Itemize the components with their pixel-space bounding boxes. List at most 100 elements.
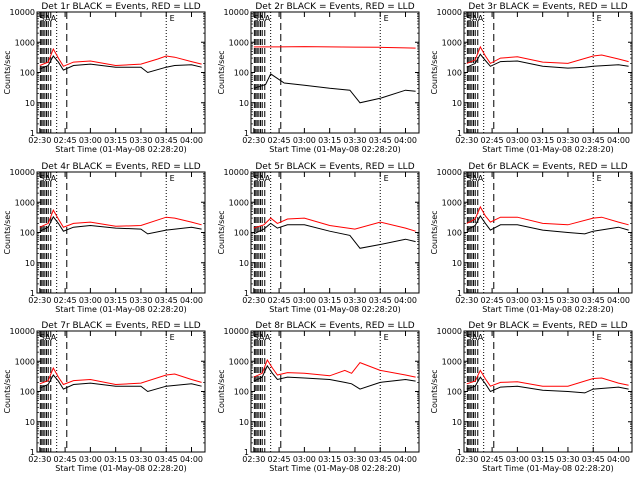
y-tick-label: 1 (244, 448, 249, 457)
chart-panel-2: Det 2r BLACK = Events, RED = LLD 1 10 100 10… (217, 2, 420, 154)
y-axis-label: Counts/sec (217, 50, 226, 94)
x-tick-label: 04:00 (180, 296, 203, 305)
saa-marker-label: SAA (254, 333, 271, 342)
x-tick-label: 03:00 (293, 455, 316, 464)
y-tick-label: 100 (20, 388, 35, 397)
plot-frame (250, 11, 420, 134)
y-tick-label: 1000 (442, 357, 462, 366)
x-tick-label: 02:30 (242, 136, 265, 145)
saa-marker-label: SAA (40, 14, 57, 23)
saa-marker-label: SAA (467, 333, 484, 342)
x-tick-label: 03:15 (531, 296, 554, 305)
y-tick-label: 1 (244, 289, 249, 298)
y-tick-label: 10000 (224, 168, 249, 177)
series-lld-line (39, 47, 202, 67)
x-tick-label: 03:30 (556, 136, 579, 145)
x-axis-label: Start Time (01-May-08 02:28:20) (482, 464, 613, 473)
x-tick-label: 03:00 (79, 296, 102, 305)
y-tick-label: 1 (30, 289, 35, 298)
x-tick-label: 04:00 (180, 455, 203, 464)
x-tick-label: 03:00 (506, 455, 529, 464)
series-events-line (466, 215, 629, 235)
eclipse-marker-label: E (597, 14, 602, 23)
y-tick-label: 100 (447, 69, 462, 78)
chart-panel-3: Det 3r BLACK = Events, RED = LLD 1 10 100 10… (430, 2, 633, 154)
y-tick-label: 1000 (229, 357, 249, 366)
x-axis-label: Start Time (01-May-08 02:28:20) (55, 145, 186, 154)
y-tick-label: 10 (25, 418, 35, 427)
y-tick-label: 10 (239, 418, 249, 427)
y-tick-label: 10 (452, 418, 462, 427)
x-tick-label: 03:00 (79, 136, 102, 145)
x-tick-label: 04:00 (180, 136, 203, 145)
x-axis-label: Start Time (01-May-08 02:28:20) (55, 305, 186, 314)
chart-panel-1: Det 1r BLACK = Events, RED = LLD 1 10 100 10… (3, 2, 206, 154)
x-tick-label: 03:15 (318, 296, 341, 305)
y-tick-label: 1 (457, 448, 462, 457)
chart-panel-4: Det 4r BLACK = Events, RED = LLD 1 10 100 10… (3, 162, 206, 314)
series-lld-line (466, 45, 629, 65)
x-tick-label: 03:00 (506, 296, 529, 305)
y-tick-label: 100 (447, 388, 462, 397)
y-tick-label: 100 (234, 388, 249, 397)
x-tick-label: 02:45 (268, 296, 291, 305)
x-tick-label: 04:00 (394, 136, 417, 145)
series-lld-line (466, 205, 629, 226)
chart-panel-8: Det 8r BLACK = Events, RED = LLD 1 10 100 10… (217, 321, 420, 473)
y-tick-label: 1000 (229, 198, 249, 207)
series-events-line (39, 55, 202, 74)
chart-title: Det 8r BLACK = Events, RED = LLD (255, 321, 414, 331)
x-axis-label: Start Time (01-May-08 02:28:20) (269, 464, 400, 473)
y-tick-label: 1000 (229, 38, 249, 47)
plot-frame (463, 11, 633, 134)
y-tick-label: 10 (452, 259, 462, 268)
x-tick-label: 02:45 (54, 455, 77, 464)
saa-marker-label: SAA (254, 174, 271, 183)
x-tick-label: 04:00 (394, 296, 417, 305)
x-tick-label: 02:45 (54, 296, 77, 305)
y-tick-label: 100 (20, 69, 35, 78)
x-tick-label: 03:45 (582, 136, 605, 145)
eclipse-marker-label: E (384, 333, 389, 342)
saa-marker-label: SAA (40, 333, 57, 342)
y-tick-label: 1 (30, 129, 35, 138)
y-tick-label: 100 (234, 229, 249, 238)
x-tick-label: 03:30 (343, 296, 366, 305)
x-tick-label: 02:30 (28, 136, 51, 145)
x-axis-label: Start Time (01-May-08 02:28:20) (269, 145, 400, 154)
series-lld-line (253, 358, 416, 378)
chart-panel-7: Det 7r BLACK = Events, RED = LLD 1 10 100 10… (3, 321, 206, 473)
eclipse-marker-label: E (170, 174, 175, 183)
eclipse-marker-label: E (597, 333, 602, 342)
chart-title: Det 9r BLACK = Events, RED = LLD (468, 321, 627, 331)
x-axis-label: Start Time (01-May-08 02:28:20) (482, 305, 613, 314)
series-events-line (253, 364, 416, 390)
y-tick-label: 1000 (442, 198, 462, 207)
x-tick-label: 02:30 (28, 296, 51, 305)
y-tick-label: 1 (30, 448, 35, 457)
series-events-line (39, 374, 202, 393)
x-tick-label: 03:45 (369, 455, 392, 464)
y-tick-label: 1000 (15, 357, 35, 366)
y-axis-label: Counts/sec (430, 369, 439, 413)
x-tick-label: 04:00 (607, 455, 630, 464)
x-axis-label: Start Time (01-May-08 02:28:20) (55, 464, 186, 473)
y-tick-label: 10 (239, 99, 249, 108)
x-tick-label: 03:15 (531, 136, 554, 145)
y-tick-label: 10000 (437, 8, 462, 17)
y-tick-label: 1000 (15, 198, 35, 207)
y-tick-label: 1 (457, 129, 462, 138)
y-tick-label: 1000 (442, 38, 462, 47)
x-axis-label: Start Time (01-May-08 02:28:20) (269, 305, 400, 314)
x-tick-label: 04:00 (607, 136, 630, 145)
x-tick-label: 02:30 (28, 455, 51, 464)
eclipse-marker-label: E (170, 14, 175, 23)
x-tick-label: 03:45 (582, 455, 605, 464)
x-tick-label: 03:00 (506, 136, 529, 145)
plot-frame (36, 330, 206, 453)
x-tick-label: 03:45 (155, 455, 178, 464)
x-tick-label: 03:30 (129, 136, 152, 145)
y-tick-label: 10000 (224, 327, 249, 336)
saa-marker-label: SAA (40, 174, 57, 183)
